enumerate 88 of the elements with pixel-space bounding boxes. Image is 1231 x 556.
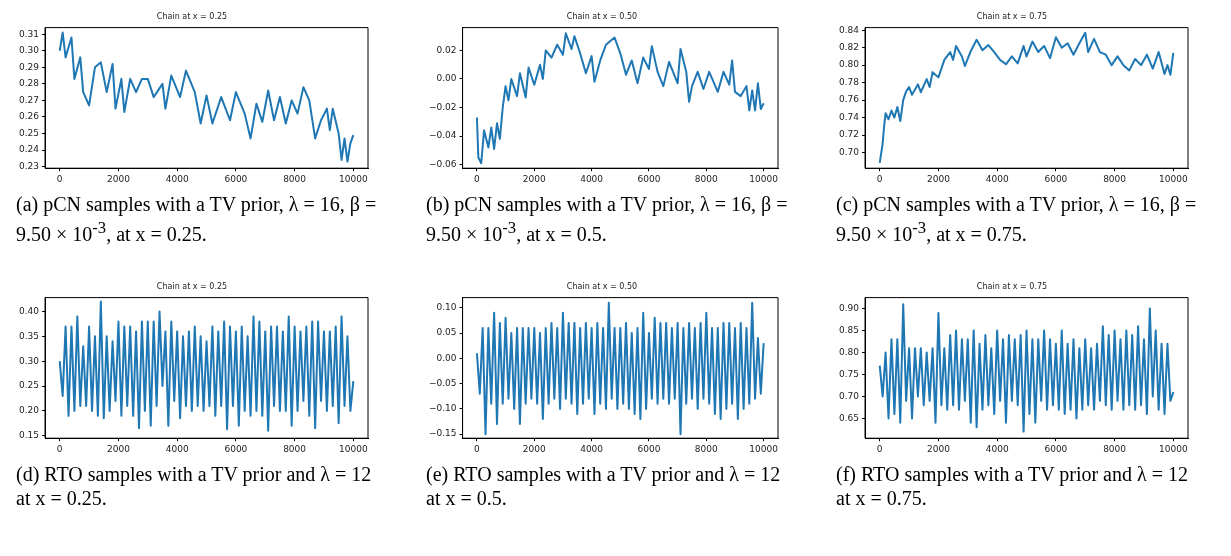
text: (c) pCN samples with a TV prior, λ = 16, β = 9.50 × 10$^{-3}$, at x = 0.75.	[836, 192, 1198, 246]
chart-title: Chain at x = 0.25	[156, 281, 228, 291]
x-tick-label: 6000	[224, 443, 248, 454]
x-tick-label: 6000	[637, 173, 661, 184]
y-tick-label: 0.27	[18, 94, 40, 105]
y-tick-label: 0.23	[18, 160, 40, 171]
y-tick-label: 0.20	[18, 405, 40, 416]
text: (f) RTO samples with a TV prior and λ = 12 at x = 0.75.	[836, 462, 1189, 510]
x-tick-label: 4000	[165, 443, 189, 454]
y-tick-label: 0.65	[838, 412, 860, 423]
y-tick-label: −0.05	[428, 377, 457, 388]
x-tick-label: 0	[876, 173, 883, 184]
x-tick-label: 2000	[106, 443, 131, 454]
y-tick-label: 0.15	[18, 430, 40, 441]
x-tick-label: 10000	[339, 443, 368, 454]
y-tick-label: 0.24	[18, 144, 40, 155]
text: (e) RTO samples with a TV prior and λ = 12 at x = 0.5.	[426, 462, 782, 510]
x-tick-label: 8000	[1103, 173, 1127, 184]
x-tick-label: 10000	[1159, 173, 1188, 184]
y-tick-label: 0.28	[18, 78, 40, 89]
y-tick-label: 0.70	[838, 390, 860, 401]
y-tick-label: 0.40	[18, 305, 40, 316]
chart-title: Chain at x = 0.75	[976, 11, 1048, 21]
y-tick-label: 0.10	[436, 302, 457, 313]
text: (d) RTO samples with a TV prior and λ = 12 at x = 0.25.	[16, 462, 373, 510]
y-tick-label: 0.26	[18, 111, 40, 122]
y-tick-label: 0.80	[838, 59, 860, 70]
x-tick-label: 8000	[694, 173, 719, 184]
x-tick-label: 4000	[580, 173, 604, 184]
y-tick-label: 0.31	[18, 28, 40, 39]
x-tick-label: 0	[474, 443, 481, 454]
y-tick-label: −0.02	[428, 101, 457, 112]
y-tick-label: 0.72	[838, 129, 860, 140]
y-tick-label: 0.35	[18, 330, 40, 341]
x-tick-label: 10000	[749, 173, 779, 184]
chart-title: Chain at x = 0.75	[976, 281, 1048, 291]
x-tick-label: 4000	[985, 173, 1009, 184]
y-tick-label: 0.82	[838, 42, 860, 53]
y-tick-label: 0.30	[18, 45, 40, 56]
y-tick-label: 0.75	[838, 368, 860, 379]
x-tick-label: 4000	[985, 443, 1009, 454]
x-tick-label: 0	[56, 443, 63, 454]
y-tick-label: 0.70	[838, 146, 860, 157]
y-tick-label: 0.25	[18, 380, 40, 391]
x-tick-label: 10000	[749, 443, 779, 454]
y-tick-label: −0.06	[428, 158, 457, 169]
y-tick-label: 0.74	[838, 111, 860, 122]
x-tick-label: 8000	[694, 443, 719, 454]
y-tick-label: 0.29	[18, 61, 40, 72]
x-tick-label: 4000	[165, 173, 189, 184]
y-tick-label: 0.00	[436, 73, 457, 84]
y-tick-label: 0.00	[436, 352, 457, 363]
x-tick-label: 6000	[637, 443, 661, 454]
y-tick-label: 0.80	[838, 346, 860, 357]
x-tick-label: 2000	[522, 443, 546, 454]
x-tick-label: 8000	[283, 443, 307, 454]
x-tick-label: 8000	[283, 173, 307, 184]
chart-title: Chain at x = 0.50	[566, 281, 638, 291]
y-tick-label: 0.85	[838, 324, 860, 335]
text: (b) pCN samples with a TV prior, λ = 16, β = 9.50 × 10$^{-3}$, at x = 0.5.	[426, 192, 789, 246]
y-tick-label: 0.25	[18, 127, 40, 138]
x-tick-label: 2000	[106, 173, 131, 184]
y-tick-label: 0.90	[838, 302, 860, 313]
x-tick-label: 4000	[580, 443, 604, 454]
chart-title: Chain at x = 0.50	[566, 11, 638, 21]
y-tick-label: 0.84	[838, 24, 860, 35]
y-tick-label: −0.15	[428, 428, 457, 439]
y-tick-label: 0.05	[436, 327, 457, 338]
x-tick-label: 6000	[1044, 443, 1068, 454]
y-tick-label: 0.78	[838, 76, 860, 87]
x-tick-label: 2000	[926, 443, 951, 454]
x-tick-label: 10000	[1159, 443, 1188, 454]
x-tick-label: 0	[474, 173, 481, 184]
y-tick-label: −0.04	[428, 130, 457, 141]
y-tick-label: 0.02	[436, 44, 457, 55]
x-tick-label: 8000	[1103, 443, 1127, 454]
x-tick-label: 0	[876, 443, 883, 454]
y-tick-label: 0.30	[18, 355, 40, 366]
y-tick-label: 0.76	[838, 94, 860, 105]
x-tick-label: 6000	[1044, 173, 1068, 184]
x-tick-label: 10000	[339, 173, 368, 184]
x-tick-label: 0	[56, 173, 63, 184]
text: (a) pCN samples with a TV prior, λ = 16, β = 9.50 × 10$^{-3}$, at x = 0.25.	[16, 192, 378, 246]
x-tick-label: 2000	[926, 173, 951, 184]
chart-title: Chain at x = 0.25	[156, 11, 228, 21]
x-tick-label: 2000	[522, 173, 546, 184]
x-tick-label: 6000	[224, 173, 248, 184]
y-tick-label: −0.10	[428, 403, 457, 414]
